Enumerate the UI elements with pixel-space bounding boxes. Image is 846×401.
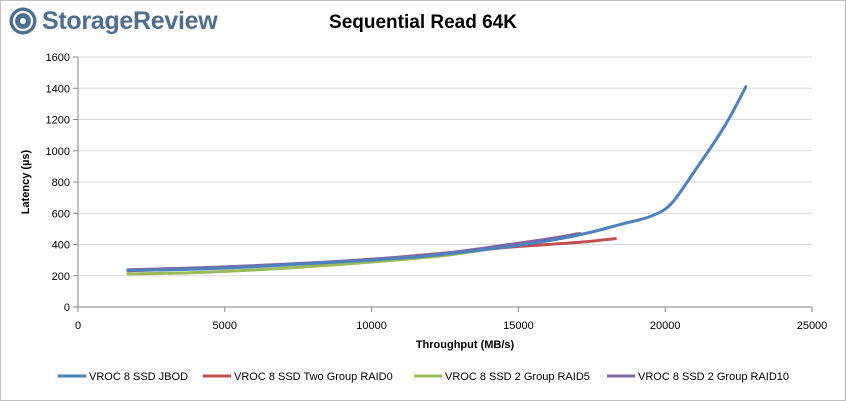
y-tick-label: 1400 (46, 83, 70, 95)
legend-label-vroc-8-ssd-2-group-raid5: VROC 8 SSD 2 Group RAID5 (445, 371, 590, 383)
y-tick-label: 1000 (46, 146, 70, 158)
x-tick-label: 25000 (797, 320, 828, 332)
y-axis-title: Latency (µs) (20, 149, 32, 214)
x-tick-label: 5000 (213, 320, 237, 332)
y-tick-label: 1600 (46, 52, 70, 64)
x-axis-title: Throughput (MB/s) (416, 339, 515, 351)
y-tick-label: 1200 (46, 115, 70, 127)
y-tick-label: 400 (52, 240, 70, 252)
chart-title: Sequential Read 64K (329, 12, 517, 33)
legend-label-vroc-8-ssd-2-group-raid10: VROC 8 SSD 2 Group RAID10 (638, 371, 789, 383)
y-tick-label: 200 (52, 271, 70, 283)
series-line-vroc-8-ssd-two-group-raid0 (126, 237, 617, 273)
brand-name: StorageReview (42, 6, 218, 35)
x-tick-label: 0 (75, 320, 81, 332)
series-line-vroc-8-ssd-jbod (126, 85, 748, 272)
x-tick-label: 15000 (503, 320, 534, 332)
x-tick-label: 20000 (650, 320, 681, 332)
y-tick-label: 600 (52, 208, 70, 220)
legend-label-vroc-8-ssd-jbod: VROC 8 SSD JBOD (89, 371, 188, 383)
y-tick-label: 0 (64, 302, 70, 314)
y-tick-label: 800 (52, 177, 70, 189)
x-tick-label: 10000 (356, 320, 387, 332)
storage-disk-icon (9, 7, 37, 35)
storagereview-logo: StorageReview (8, 4, 218, 38)
legend-label-vroc-8-ssd-two-group-raid0: VROC 8 SSD Two Group RAID0 (234, 371, 393, 383)
